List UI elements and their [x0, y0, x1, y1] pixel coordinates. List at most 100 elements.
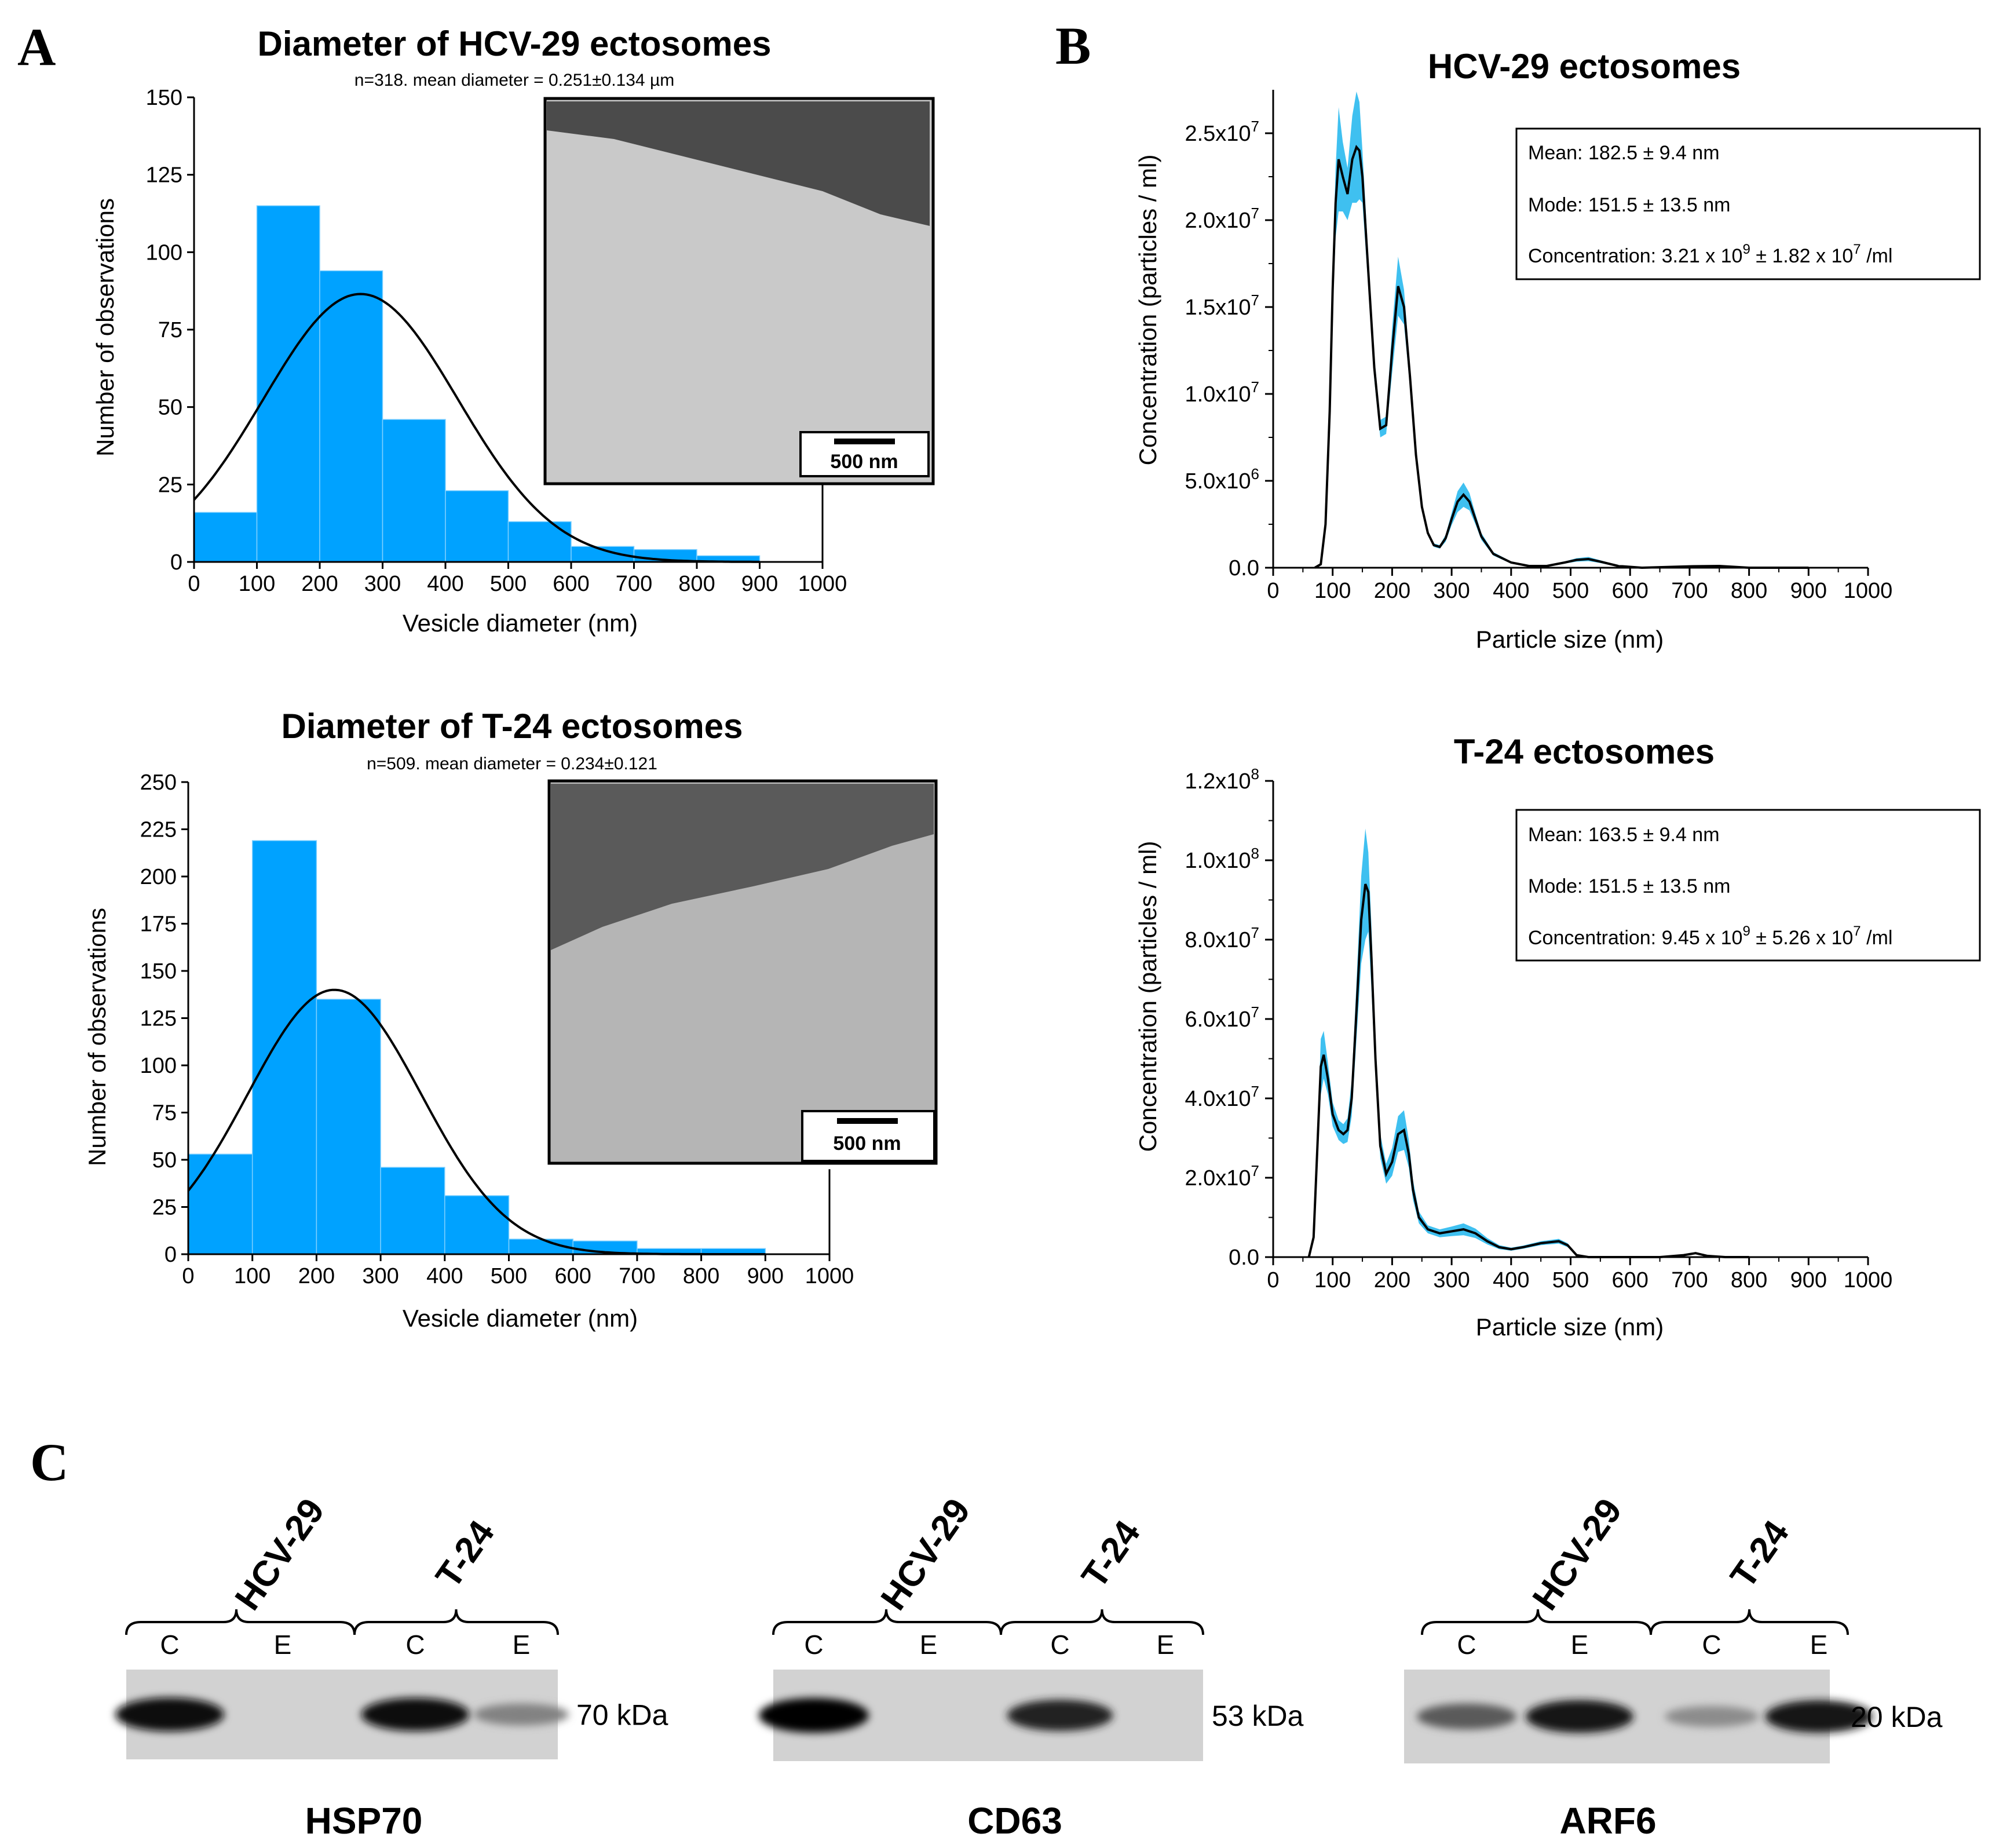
- x-tick-label: 700: [616, 572, 652, 596]
- x-tick-label: 300: [364, 572, 401, 596]
- stat-mode: Mode: 151.5 ± 13.5 nm: [1528, 875, 1730, 897]
- y-tick-label: 225: [140, 818, 177, 842]
- panel-letter-a: A: [17, 17, 56, 76]
- y-tick-label: 100: [146, 240, 182, 265]
- group-brace: [1000, 1609, 1204, 1635]
- y-tick-label: 125: [140, 1007, 177, 1031]
- x-tick-label: 700: [1671, 1268, 1708, 1292]
- y-tick-label: 5.0x106: [1185, 465, 1259, 494]
- x-tick-label: 500: [490, 572, 527, 596]
- y-tick-label: 50: [158, 396, 182, 420]
- inset-dark-edge: [551, 784, 934, 950]
- x-tick-label: 700: [1671, 579, 1708, 603]
- blot-group-label: T-24: [428, 1513, 502, 1595]
- blot-group-label: HCV-29: [228, 1492, 332, 1617]
- inset-dark-edge: [547, 101, 930, 226]
- histogram-bar: [193, 512, 258, 563]
- group-brace: [1650, 1609, 1849, 1635]
- protein-band: [1417, 1703, 1516, 1730]
- x-tick-label: 300: [362, 1264, 399, 1288]
- scale-bar: [834, 439, 895, 444]
- x-tick-label: 100: [1314, 579, 1351, 603]
- x-tick-label: 100: [234, 1264, 271, 1288]
- protein-name: HSP70: [305, 1800, 423, 1842]
- y-axis-label: Concentration (particles / ml): [1134, 155, 1161, 466]
- y-tick-label: 2.0x107: [1185, 1162, 1259, 1190]
- protein-band: [1665, 1705, 1759, 1728]
- x-tick-label: 0: [1267, 1268, 1279, 1292]
- x-tick-label: 500: [1552, 1268, 1589, 1292]
- y-axis-label: Number of observations: [83, 908, 111, 1166]
- x-tick-label: 200: [1374, 579, 1410, 603]
- y-tick-label: 1.2x108: [1185, 765, 1259, 794]
- western-blots: HCV-29 T-24 C E C E 70 kDa HSP70 HCV-29 T-24 C E C E 5…: [115, 1492, 1943, 1842]
- x-tick-label: 800: [678, 572, 715, 596]
- blot-hsp70: HCV-29 T-24 C E C E 70 kDa HSP70: [115, 1492, 668, 1842]
- protein-band: [1765, 1700, 1873, 1733]
- protein-band: [759, 1698, 869, 1733]
- stat-mode: Mode: 151.5 ± 13.5 nm: [1528, 194, 1730, 216]
- blot-group-label: HCV-29: [873, 1492, 978, 1617]
- nta-curve-t24: T-24 ectosomes 0 100 200 300 400 500 600 700 800…: [1134, 732, 1981, 1341]
- histogram-bar: [316, 999, 381, 1255]
- y-tick-label: 25: [152, 1196, 177, 1220]
- group-brace: [353, 1609, 559, 1635]
- x-tick-label: 0: [188, 572, 200, 596]
- y-tick-label: 2.0x107: [1185, 204, 1259, 233]
- stats-box-frame: [1515, 127, 1981, 280]
- y-tick-label: 100: [140, 1054, 177, 1078]
- chart-title: HCV-29 ectosomes: [1428, 47, 1741, 86]
- blot-group-label: T-24: [1723, 1513, 1797, 1595]
- lane-label: C: [804, 1630, 823, 1660]
- x-tick-label: 400: [1493, 579, 1529, 603]
- x-tick-label: 300: [1433, 579, 1470, 603]
- x-tick-label: 800: [683, 1264, 719, 1288]
- x-tick-label: 800: [1731, 1268, 1767, 1292]
- chart-title: T-24 ectosomes: [1454, 732, 1715, 771]
- x-tick-label: 0: [1267, 579, 1279, 603]
- x-tick-label: 900: [741, 572, 778, 596]
- y-tick-label: 1.0x108: [1185, 845, 1259, 873]
- stat-mean: Mean: 182.5 ± 9.4 nm: [1528, 142, 1720, 164]
- scale-bar-label: 500 nm: [833, 1133, 901, 1155]
- molecular-weight-label: 20 kDa: [1851, 1701, 1943, 1733]
- stat-mean: Mean: 163.5 ± 9.4 nm: [1528, 824, 1720, 846]
- protein-band: [474, 1703, 569, 1726]
- x-axis-label: Particle size (nm): [1476, 626, 1664, 653]
- histogram-bar: [256, 205, 320, 563]
- lane-label: C: [1457, 1630, 1476, 1660]
- x-tick-label: 500: [1552, 579, 1589, 603]
- group-brace: [1421, 1609, 1652, 1635]
- y-tick-label: 0: [170, 550, 182, 575]
- y-tick-label: 25: [158, 473, 182, 497]
- y-tick-label: 200: [140, 865, 177, 889]
- x-axis-label: Vesicle diameter (nm): [403, 609, 638, 637]
- x-tick-label: 500: [491, 1264, 527, 1288]
- stats-box-frame: [1515, 809, 1981, 962]
- x-axis-label: Particle size (nm): [1476, 1313, 1664, 1341]
- y-axis-label: Concentration (particles / ml): [1134, 841, 1161, 1152]
- blot-cd63: HCV-29 T-24 C E C E 53 kDa CD63: [759, 1492, 1304, 1842]
- tick-labels: 0 100 200 300 400 500 600 700 800 900 1000 0 25 50 75 1…: [140, 770, 854, 1288]
- histogram-bar: [251, 840, 317, 1255]
- y-tick-label: 1.0x107: [1185, 378, 1259, 407]
- tick-labels: 0 100 200 300 400 500 600 700 800 900 1000 0.0 2.0x1…: [1185, 765, 1892, 1292]
- molecular-weight-label: 70 kDa: [576, 1699, 668, 1732]
- mean-curve: [1314, 145, 1809, 569]
- x-tick-label: 600: [1611, 1268, 1648, 1292]
- y-tick-label: 75: [158, 318, 182, 342]
- scale-bar: [837, 1118, 898, 1124]
- axes: [1265, 90, 1869, 576]
- x-tick-label: 1000: [1844, 1268, 1893, 1292]
- x-tick-label: 400: [426, 1264, 463, 1288]
- histogram-bar: [380, 1167, 445, 1255]
- axes: [1265, 780, 1869, 1265]
- chart-title: Diameter of T-24 ectosomes: [282, 707, 743, 746]
- y-tick-label: 75: [152, 1101, 177, 1126]
- y-tick-label: 175: [140, 912, 177, 937]
- lane-label: C: [1050, 1630, 1069, 1660]
- y-tick-label: 250: [140, 770, 177, 795]
- x-tick-label: 900: [1790, 579, 1827, 603]
- protein-band: [1526, 1700, 1633, 1733]
